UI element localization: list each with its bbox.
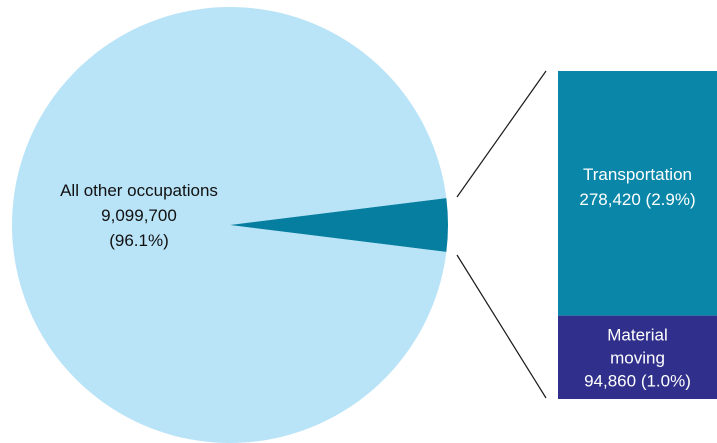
label-transportation-value: 278,420 (2.9%) [579,190,695,209]
label-all-other-occupations-percent: (96.1%) [109,231,169,250]
label-transportation-name: Transportation [583,165,692,184]
connector-line-top [456,70,547,198]
pie [12,7,448,443]
label-all-other-occupations-name: All other occupations [60,181,218,200]
label-material-moving-value: 94,860 (1.0%) [584,371,691,390]
bar-segment-transportation [558,71,717,316]
label-all-other-occupations-value: 9,099,700 [101,206,177,225]
slice-all-other-occupations [12,7,447,443]
breakdown-bar [558,71,717,399]
slice-transportation-and-material-moving [230,198,448,252]
bar-segment-material-moving [558,315,717,399]
label-material-moving-line2: moving [610,348,665,367]
chart-labels: All other occupations 9,099,700 (96.1%) Tra… [60,165,696,390]
connector-line-bottom [456,254,547,399]
connector-lines [456,70,547,399]
label-material-moving-line1: Material [607,325,667,344]
